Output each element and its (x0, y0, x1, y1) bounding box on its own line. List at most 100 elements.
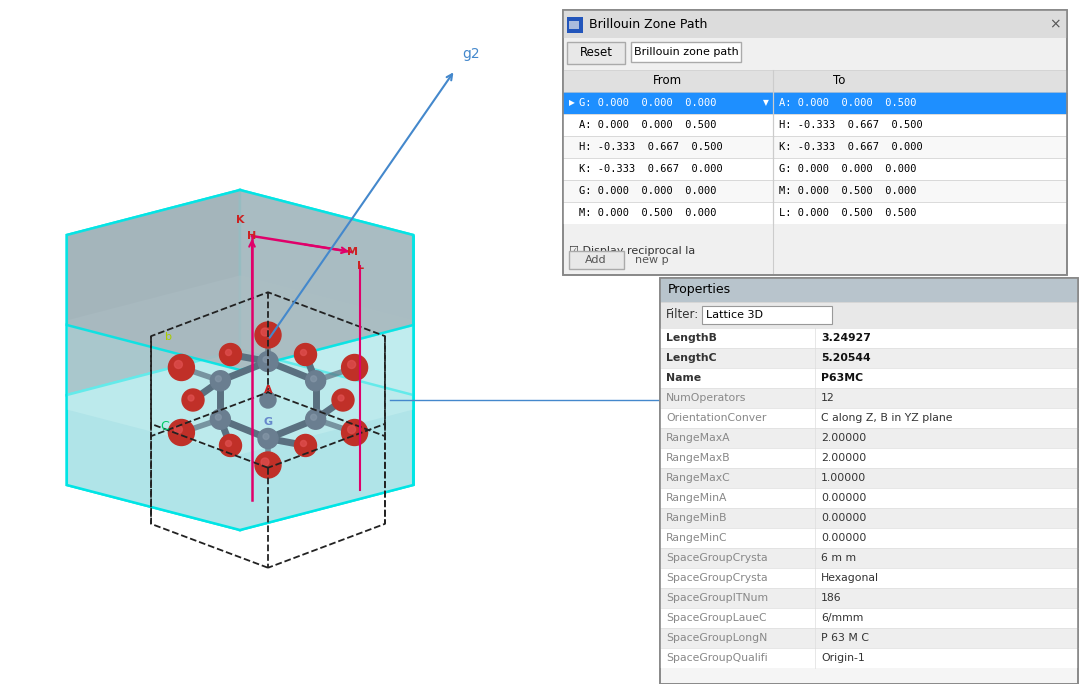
Circle shape (306, 409, 326, 430)
Bar (660, 648, 1078, 668)
Text: K: -0.333  0.667  0.000: K: -0.333 0.667 0.000 (779, 142, 922, 152)
Polygon shape (240, 325, 414, 530)
Circle shape (311, 415, 316, 420)
Text: H: -0.333  0.667  0.500: H: -0.333 0.667 0.500 (579, 142, 723, 152)
Circle shape (211, 409, 230, 430)
Text: 2.00000: 2.00000 (821, 453, 866, 463)
Circle shape (168, 354, 194, 380)
Circle shape (306, 371, 326, 391)
Bar (660, 568, 1078, 588)
Bar (631, 42, 741, 62)
Text: G: G (264, 417, 272, 427)
Bar (0, 0, 561, 684)
Bar (563, 92, 1067, 114)
Bar (567, 42, 625, 64)
Circle shape (258, 428, 278, 449)
Bar (563, 10, 1067, 275)
Polygon shape (68, 276, 413, 455)
Text: L: L (356, 261, 364, 271)
Bar (569, 21, 579, 29)
Text: RangeMaxC: RangeMaxC (666, 473, 731, 483)
Circle shape (215, 415, 221, 420)
Bar (660, 278, 1078, 684)
Bar (563, 202, 1067, 224)
Bar (660, 548, 1078, 568)
Circle shape (300, 350, 307, 356)
Text: RangeMinA: RangeMinA (666, 493, 728, 503)
Text: C: C (160, 420, 168, 433)
Bar (660, 608, 1078, 628)
Text: Filter:: Filter: (666, 308, 699, 321)
Text: G: 0.000  0.000  0.000: G: 0.000 0.000 0.000 (579, 98, 716, 108)
Bar (660, 408, 1078, 428)
Text: SpaceGroupQualifi: SpaceGroupQualifi (666, 653, 768, 663)
Polygon shape (240, 190, 414, 395)
Text: NumOperators: NumOperators (666, 393, 746, 403)
Text: 3.24927: 3.24927 (821, 333, 870, 343)
Text: RangeMinC: RangeMinC (666, 533, 728, 543)
Circle shape (211, 371, 230, 391)
Bar (563, 136, 1067, 158)
Text: RangeMaxB: RangeMaxB (666, 453, 731, 463)
Bar (660, 628, 1078, 648)
Polygon shape (67, 190, 240, 395)
Text: ▶: ▶ (569, 98, 575, 107)
Circle shape (188, 395, 194, 401)
Text: C along Z, B in YZ plane: C along Z, B in YZ plane (821, 413, 953, 423)
Circle shape (226, 440, 231, 447)
Text: ☑ Display reciprocal la: ☑ Display reciprocal la (569, 246, 696, 256)
Bar (563, 70, 1067, 92)
Circle shape (183, 389, 204, 411)
Text: M: 0.000  0.500  0.000: M: 0.000 0.500 0.000 (579, 208, 716, 218)
Text: 186: 186 (821, 593, 841, 603)
Bar (660, 302, 1078, 328)
Circle shape (341, 419, 367, 445)
Polygon shape (67, 325, 240, 530)
Circle shape (255, 452, 281, 478)
Bar (660, 278, 1078, 684)
Circle shape (219, 434, 242, 456)
Circle shape (261, 458, 269, 466)
Bar (660, 508, 1078, 528)
Text: 2.00000: 2.00000 (821, 433, 866, 443)
Text: 6 m m: 6 m m (821, 553, 856, 563)
Bar (569, 251, 624, 269)
Text: Brillouin Zone Path: Brillouin Zone Path (589, 18, 707, 31)
Bar (702, 306, 832, 324)
Circle shape (295, 434, 316, 456)
Text: H: H (247, 231, 257, 241)
Bar (660, 468, 1078, 488)
Text: SpaceGroupLaueC: SpaceGroupLaueC (666, 613, 767, 623)
Bar (563, 114, 1067, 136)
Text: ×: × (1049, 17, 1061, 31)
Text: OrientationConver: OrientationConver (666, 413, 767, 423)
Text: K: -0.333  0.667  0.000: K: -0.333 0.667 0.000 (579, 164, 723, 174)
Bar (563, 180, 1067, 202)
Bar (660, 388, 1078, 408)
Text: From: From (653, 75, 683, 88)
Circle shape (260, 392, 276, 408)
Text: Properties: Properties (669, 283, 731, 296)
Circle shape (174, 360, 183, 369)
Text: 5.20544: 5.20544 (821, 353, 870, 363)
Text: 0.00000: 0.00000 (821, 513, 866, 523)
Text: ▼: ▼ (762, 98, 769, 107)
Circle shape (258, 352, 278, 371)
Text: Hexagonal: Hexagonal (821, 573, 879, 583)
Text: Reset: Reset (580, 47, 612, 60)
Text: b: b (165, 332, 172, 342)
Text: H: -0.333  0.667  0.500: H: -0.333 0.667 0.500 (779, 120, 922, 130)
Text: SpaceGroupCrysta: SpaceGroupCrysta (666, 553, 768, 563)
Text: K: K (235, 215, 244, 225)
Text: SpaceGroupITNum: SpaceGroupITNum (666, 593, 768, 603)
Circle shape (215, 376, 221, 382)
Text: 6/mmm: 6/mmm (821, 613, 863, 623)
Circle shape (300, 440, 307, 447)
Text: 0.00000: 0.00000 (821, 493, 866, 503)
Circle shape (295, 343, 316, 365)
Circle shape (174, 425, 183, 434)
Bar (660, 528, 1078, 548)
Text: Name: Name (666, 373, 701, 383)
Text: new p: new p (635, 255, 669, 265)
Text: SpaceGroupLongN: SpaceGroupLongN (666, 633, 768, 643)
